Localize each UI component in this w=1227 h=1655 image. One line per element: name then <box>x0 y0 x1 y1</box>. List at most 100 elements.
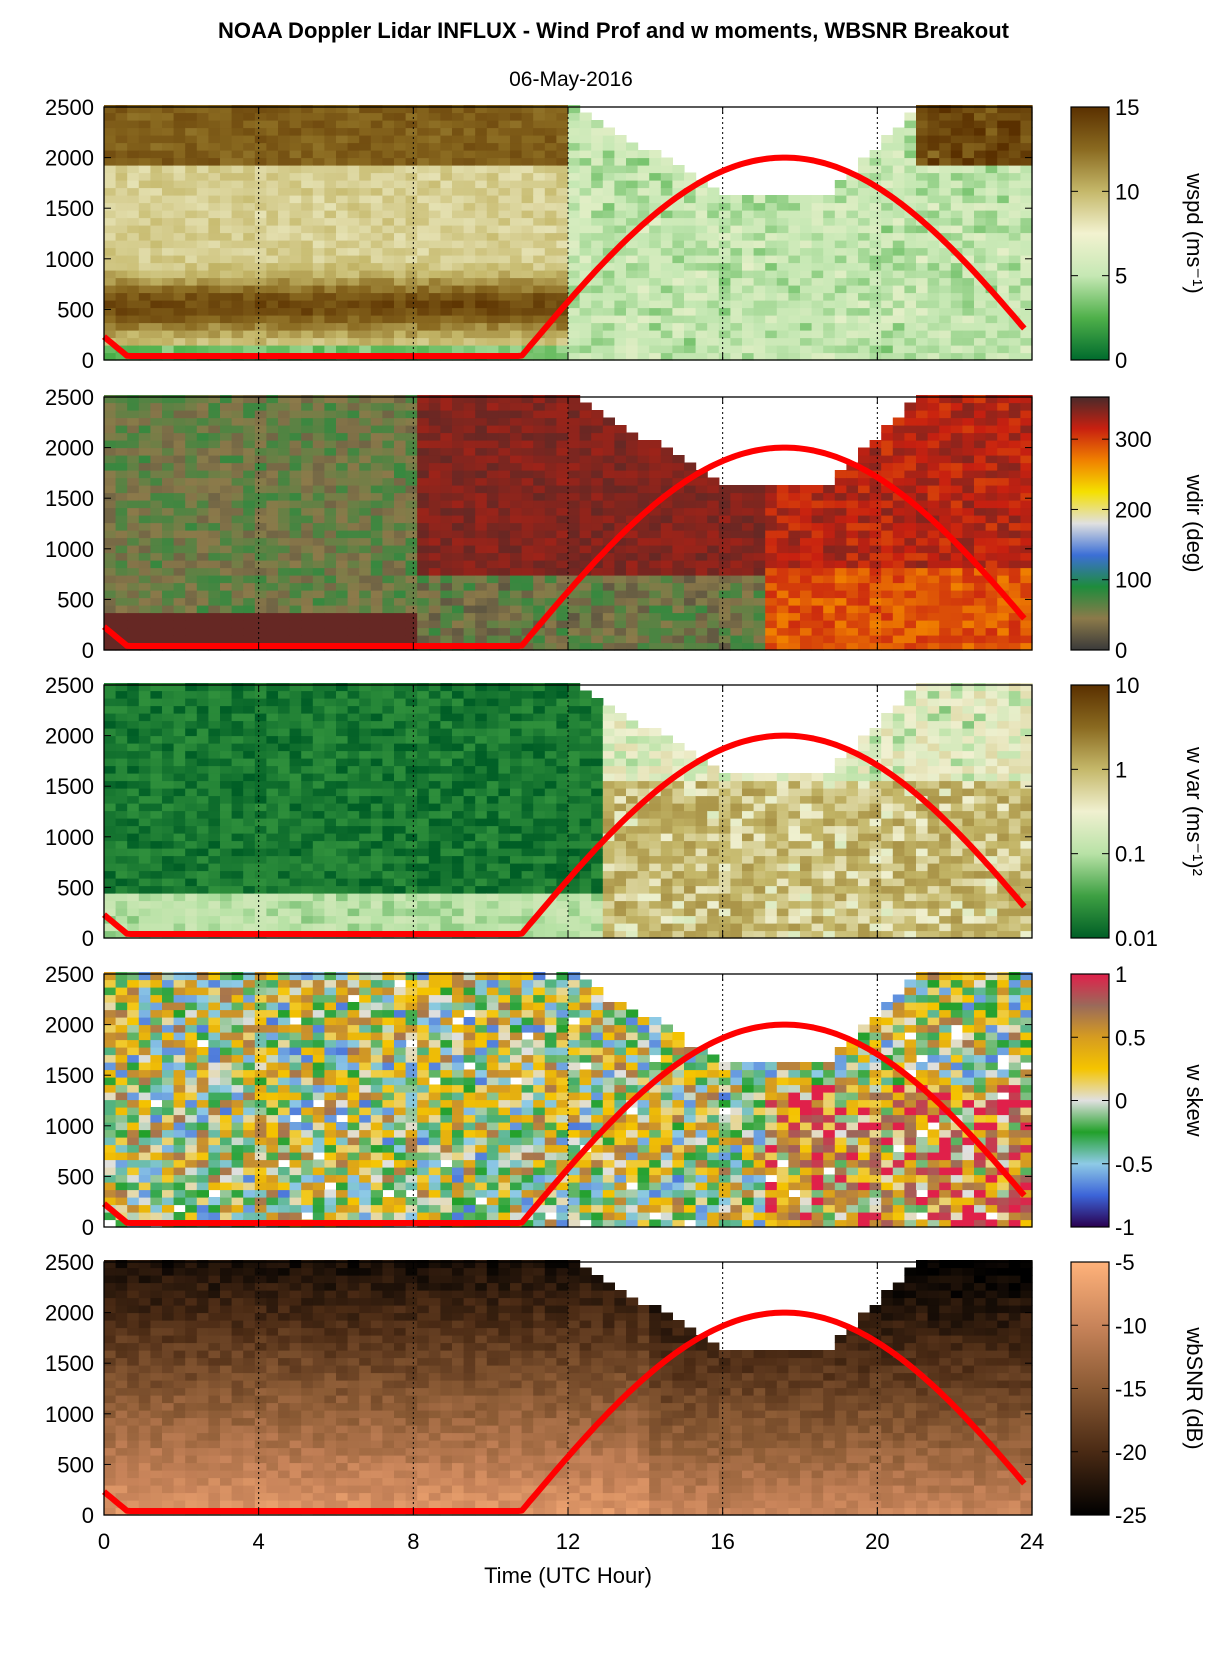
heatmap-cell <box>846 642 859 651</box>
heatmap-cell <box>556 262 569 271</box>
heatmap-cell <box>823 515 836 524</box>
heatmap-cell <box>185 157 198 166</box>
heatmap-cell <box>394 337 407 346</box>
heatmap-cell <box>846 537 859 546</box>
heatmap-cell <box>939 425 952 434</box>
heatmap-cell <box>463 425 476 434</box>
heatmap-cell <box>1008 337 1021 346</box>
heatmap-cell <box>382 635 395 644</box>
heatmap-cell <box>138 620 151 629</box>
heatmap-cell <box>382 432 395 441</box>
heatmap-cell <box>672 462 685 471</box>
heatmap-cell <box>811 322 824 331</box>
heatmap-cell <box>730 620 743 629</box>
heatmap-cell <box>974 112 987 121</box>
heatmap-cell <box>579 217 592 226</box>
heatmap-cell <box>556 210 569 219</box>
heatmap-cell <box>498 590 511 599</box>
heatmap-cell <box>405 247 418 256</box>
heatmap-cell <box>208 530 221 539</box>
heatmap-cell <box>533 612 546 621</box>
heatmap-cell <box>324 470 337 479</box>
heatmap-cell <box>637 292 650 301</box>
heatmap-cell <box>127 470 140 479</box>
heatmap-cell <box>544 262 557 271</box>
heatmap-cell <box>359 455 372 464</box>
heatmap-cell <box>985 300 998 309</box>
heatmap-cell <box>510 202 523 211</box>
heatmap-cell <box>289 135 302 144</box>
heatmap-cell <box>927 307 940 316</box>
heatmap-cell <box>440 195 453 204</box>
heatmap-cell <box>892 462 905 471</box>
heatmap-cell <box>939 462 952 471</box>
heatmap-cell <box>927 440 940 449</box>
heatmap-cell <box>382 165 395 174</box>
heatmap-cell <box>452 410 465 419</box>
heatmap-cell <box>243 150 256 159</box>
heatmap-cell <box>707 285 720 294</box>
heatmap-cell <box>823 277 836 286</box>
heatmap-cell <box>974 142 987 151</box>
heatmap-cell <box>254 582 267 591</box>
heatmap-cell <box>834 285 847 294</box>
heatmap-cell <box>336 425 349 434</box>
heatmap-cell <box>544 642 557 651</box>
heatmap-cell <box>127 485 140 494</box>
heatmap-cell <box>1008 410 1021 419</box>
heatmap-cell <box>440 470 453 479</box>
heatmap-cell <box>846 255 859 264</box>
heatmap-cell <box>695 240 708 249</box>
heatmap-cell <box>510 515 523 524</box>
heatmap-cell <box>510 232 523 241</box>
heatmap-cell <box>881 642 894 651</box>
heatmap-cell <box>1008 195 1021 204</box>
heatmap-cell <box>382 330 395 339</box>
heatmap-cell <box>243 485 256 494</box>
heatmap-cell <box>104 620 117 629</box>
heatmap-cell <box>428 157 441 166</box>
heatmap-cell <box>475 507 488 516</box>
heatmap-cell <box>858 522 871 531</box>
heatmap-cell <box>649 240 662 249</box>
heatmap-cell <box>997 470 1010 479</box>
heatmap-cell <box>939 135 952 144</box>
heatmap-cell <box>881 180 894 189</box>
heatmap-cell <box>684 545 697 554</box>
heatmap-cell <box>649 157 662 166</box>
heatmap-cell <box>440 210 453 219</box>
heatmap-cell <box>220 590 233 599</box>
heatmap-cell <box>672 575 685 584</box>
heatmap-cell <box>869 455 882 464</box>
heatmap-cell <box>185 455 198 464</box>
heatmap-cell <box>463 560 476 569</box>
heatmap-cell <box>475 552 488 561</box>
heatmap-cell <box>417 180 430 189</box>
heatmap-cell <box>614 210 627 219</box>
heatmap-cell <box>672 492 685 501</box>
heatmap-cell <box>115 552 128 561</box>
heatmap-cell <box>776 255 789 264</box>
heatmap-cell <box>788 635 801 644</box>
heatmap-cell <box>185 432 198 441</box>
heatmap-cell <box>869 560 882 569</box>
heatmap-cell <box>649 202 662 211</box>
heatmap-cell <box>498 142 511 151</box>
heatmap-cell <box>243 255 256 264</box>
heatmap-cell <box>428 330 441 339</box>
heatmap-cell <box>568 112 581 121</box>
heatmap-cell <box>196 300 209 309</box>
heatmap-cell <box>196 142 209 151</box>
heatmap-cell <box>591 417 604 426</box>
heatmap-cell <box>196 432 209 441</box>
heatmap-cell <box>892 500 905 509</box>
heatmap-cell <box>533 300 546 309</box>
heatmap-cell <box>127 165 140 174</box>
heatmap-cell <box>858 507 871 516</box>
heatmap-cell <box>950 150 963 159</box>
heatmap-cell <box>289 270 302 279</box>
heatmap-cell <box>927 195 940 204</box>
heatmap-cell <box>162 560 175 569</box>
heatmap-cell <box>892 337 905 346</box>
heatmap-cell <box>962 537 975 546</box>
